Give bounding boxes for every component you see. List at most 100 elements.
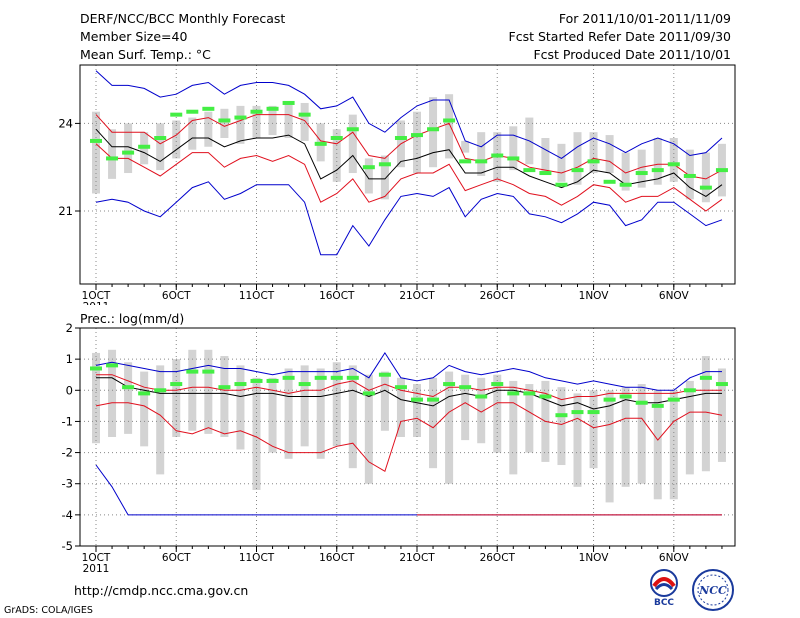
x-tick-label: 6NOV bbox=[659, 552, 690, 564]
fcst-produced-label: Fcst Produced Date 2011/10/01 bbox=[533, 47, 731, 62]
spread-box bbox=[284, 368, 293, 459]
spread-box bbox=[445, 94, 454, 159]
median-mark bbox=[699, 185, 712, 190]
median-mark bbox=[282, 375, 295, 380]
spread-box bbox=[172, 359, 181, 437]
spread-box bbox=[701, 152, 710, 203]
series-line-max bbox=[95, 70, 723, 159]
spread-box bbox=[124, 123, 133, 174]
spread-box bbox=[108, 349, 117, 437]
bcc-logo: BCC bbox=[650, 569, 678, 608]
median-mark bbox=[106, 363, 119, 368]
median-mark bbox=[667, 162, 680, 167]
median-mark bbox=[394, 136, 407, 140]
spread-box bbox=[557, 387, 566, 466]
median-mark bbox=[330, 136, 343, 140]
median-mark bbox=[250, 109, 263, 114]
y-tick-label: 2 bbox=[66, 321, 73, 335]
median-mark bbox=[250, 378, 263, 383]
x-tick-label: 1OCT bbox=[82, 552, 111, 564]
spread-box bbox=[493, 374, 502, 453]
median-mark bbox=[218, 385, 231, 390]
spread-box bbox=[445, 371, 454, 484]
median-mark bbox=[122, 150, 135, 155]
spread-box bbox=[252, 377, 261, 490]
spread-box bbox=[92, 352, 100, 444]
median-mark bbox=[266, 106, 279, 111]
spread-box bbox=[637, 149, 646, 188]
spread-box bbox=[204, 349, 213, 434]
median-mark bbox=[443, 118, 456, 123]
median-mark bbox=[443, 382, 456, 387]
median-mark bbox=[314, 141, 327, 146]
spread-box bbox=[653, 138, 662, 185]
median-mark bbox=[539, 394, 552, 399]
median-mark bbox=[587, 159, 600, 164]
series-line-mean-plus-sd bbox=[96, 374, 722, 401]
spread-box bbox=[701, 356, 710, 472]
median-mark bbox=[170, 112, 183, 117]
median-mark bbox=[138, 391, 151, 396]
spread-box bbox=[461, 140, 470, 153]
y-tick-label: -5 bbox=[62, 539, 73, 553]
median-mark bbox=[298, 382, 311, 387]
median-mark bbox=[266, 378, 279, 383]
median-mark bbox=[346, 127, 359, 132]
grads-credit: GrADS: COLA/IGES bbox=[4, 605, 93, 616]
y-tick-label: 1 bbox=[66, 352, 73, 366]
spread-box bbox=[140, 371, 149, 447]
fcst-started-label: Fcst Started Refer Date 2011/09/30 bbox=[508, 29, 732, 44]
median-mark bbox=[651, 168, 664, 173]
spread-box bbox=[525, 384, 534, 453]
spread-box bbox=[156, 365, 165, 475]
median-mark bbox=[539, 171, 552, 176]
median-mark bbox=[523, 391, 536, 396]
spread-box bbox=[172, 120, 181, 159]
median-mark bbox=[362, 165, 375, 170]
median-mark bbox=[427, 127, 440, 132]
median-mark bbox=[459, 385, 472, 390]
series-line-mean bbox=[95, 128, 723, 197]
chart-title: DERF/NCC/BCC Monthly Forecast bbox=[80, 11, 286, 26]
median-mark bbox=[186, 369, 199, 374]
median-mark bbox=[346, 375, 359, 380]
median-mark bbox=[475, 394, 488, 399]
median-mark bbox=[507, 391, 520, 396]
median-mark bbox=[394, 385, 407, 390]
spread-box bbox=[380, 371, 389, 431]
spread-box bbox=[380, 155, 389, 200]
x-tick-label: 6NOV bbox=[659, 290, 690, 302]
median-mark bbox=[491, 382, 504, 387]
source-url[interactable]: http://cmdp.ncc.cma.gov.cn bbox=[74, 583, 249, 598]
y-tick-label: 21 bbox=[58, 204, 73, 218]
spread-box bbox=[156, 123, 165, 171]
median-mark bbox=[298, 112, 311, 117]
median-mark bbox=[427, 397, 440, 402]
spread-box bbox=[477, 377, 486, 444]
spread-box bbox=[204, 111, 213, 147]
median-mark bbox=[635, 400, 648, 405]
median-mark bbox=[667, 397, 680, 402]
spread-box bbox=[429, 97, 438, 168]
spread-box bbox=[364, 374, 373, 484]
spread-box bbox=[268, 377, 277, 453]
y-tick-label: 0 bbox=[66, 383, 73, 397]
plot-frame bbox=[79, 64, 736, 285]
spread-box bbox=[509, 126, 518, 171]
median-mark bbox=[90, 366, 102, 371]
median-mark bbox=[571, 410, 584, 415]
spread-box bbox=[669, 138, 678, 182]
spread-box bbox=[573, 132, 582, 185]
median-mark bbox=[699, 375, 712, 380]
median-mark bbox=[202, 369, 215, 374]
median-mark bbox=[459, 159, 472, 164]
spread-box bbox=[316, 368, 325, 459]
spread-box bbox=[413, 384, 421, 437]
spread-box bbox=[573, 393, 582, 487]
x-tick-label: 11OCT bbox=[239, 290, 275, 302]
spread-box bbox=[557, 143, 566, 182]
spread-box bbox=[509, 380, 518, 475]
median-mark bbox=[378, 162, 391, 167]
spread-box bbox=[300, 102, 309, 141]
